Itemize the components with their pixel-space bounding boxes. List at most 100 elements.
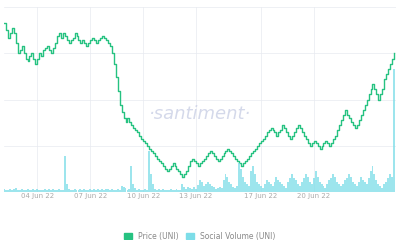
Bar (36, 189, 38, 192)
Bar (226, 177, 228, 192)
Bar (372, 166, 374, 192)
Bar (34, 190, 36, 192)
Bar (342, 184, 344, 192)
Bar (138, 189, 140, 192)
Bar (78, 190, 80, 192)
Bar (115, 190, 117, 192)
Bar (356, 186, 358, 192)
Bar (376, 180, 377, 192)
Bar (291, 174, 293, 192)
Bar (152, 184, 154, 192)
Bar (50, 190, 52, 192)
Bar (324, 188, 326, 192)
Bar (24, 190, 26, 192)
Bar (379, 186, 381, 192)
Bar (183, 187, 185, 192)
Bar (258, 184, 260, 192)
Bar (52, 189, 54, 192)
Bar (17, 190, 19, 192)
Bar (278, 180, 279, 192)
Bar (144, 189, 146, 192)
Bar (370, 171, 372, 192)
Bar (248, 186, 250, 192)
Bar (111, 189, 113, 192)
Bar (74, 189, 76, 192)
Bar (309, 182, 311, 192)
Bar (174, 190, 176, 192)
Bar (178, 190, 180, 192)
Bar (279, 182, 281, 192)
Bar (62, 190, 64, 192)
Bar (228, 182, 230, 192)
Bar (160, 190, 162, 192)
Bar (362, 180, 364, 192)
Bar (185, 189, 187, 192)
Bar (366, 184, 368, 192)
Bar (268, 182, 270, 192)
Bar (220, 188, 222, 192)
Bar (95, 190, 97, 192)
Bar (270, 184, 272, 192)
Bar (85, 190, 87, 192)
Bar (364, 182, 366, 192)
Bar (168, 190, 170, 192)
Bar (176, 189, 178, 192)
Bar (354, 184, 356, 192)
Bar (195, 189, 197, 192)
Bar (305, 174, 307, 192)
Bar (121, 186, 122, 192)
Bar (222, 180, 224, 192)
Bar (101, 189, 103, 192)
Bar (164, 190, 166, 192)
Bar (393, 69, 395, 192)
Bar (40, 190, 42, 192)
Bar (83, 189, 85, 192)
Bar (93, 189, 95, 192)
Bar (374, 174, 376, 192)
Bar (383, 184, 385, 192)
Bar (166, 190, 168, 192)
Bar (28, 190, 30, 192)
Bar (389, 174, 391, 192)
Bar (15, 188, 17, 192)
Bar (23, 190, 24, 192)
Bar (301, 182, 303, 192)
Bar (368, 178, 370, 192)
Bar (340, 186, 342, 192)
Bar (289, 178, 291, 192)
Bar (326, 184, 328, 192)
Bar (19, 190, 21, 192)
Bar (299, 186, 301, 192)
Bar (172, 190, 174, 192)
Bar (207, 182, 209, 192)
Bar (328, 180, 330, 192)
Bar (80, 189, 82, 192)
Bar (181, 184, 183, 192)
Bar (250, 171, 252, 192)
Bar (64, 156, 66, 192)
Bar (242, 177, 244, 192)
Bar (117, 189, 119, 192)
Bar (99, 190, 101, 192)
Bar (66, 184, 68, 192)
Bar (193, 187, 195, 192)
Bar (215, 189, 217, 192)
Bar (70, 190, 72, 192)
Text: ·santiment·: ·santiment· (149, 105, 251, 123)
Bar (132, 184, 134, 192)
Bar (217, 188, 219, 192)
Bar (197, 185, 199, 192)
Bar (234, 188, 236, 192)
Bar (377, 184, 379, 192)
Bar (187, 187, 189, 192)
Bar (5, 190, 7, 192)
Bar (213, 187, 215, 192)
Bar (358, 182, 360, 192)
Bar (89, 189, 91, 192)
Bar (170, 189, 172, 192)
Bar (276, 177, 278, 192)
Bar (97, 189, 99, 192)
Bar (124, 188, 126, 192)
Bar (150, 174, 152, 192)
Bar (219, 187, 220, 192)
